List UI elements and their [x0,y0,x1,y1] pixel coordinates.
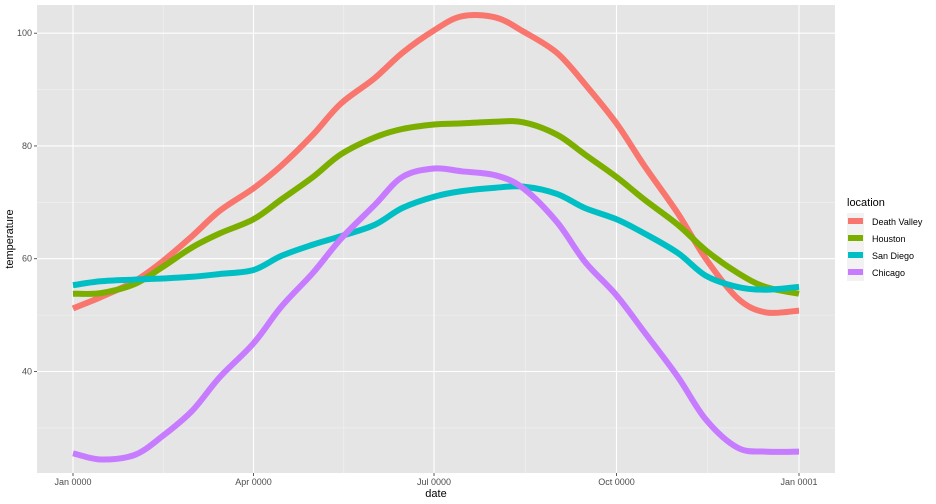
legend-swatch-san-diego [848,252,863,258]
x-tick-label: Apr 0000 [235,477,272,487]
major-gridlines [37,5,835,473]
legend-swatch-chicago [848,269,863,275]
series-line-death-valley [71,12,800,316]
y-tick-label: 80 [22,141,32,151]
legend-swatch-death-valley [848,218,863,224]
y-axis: 40 60 80 100 [17,28,37,377]
x-axis: Jan 0000 Apr 0000 Jul 0000 Oct 0000 Jan 0001 [54,473,818,487]
series-line-houston [72,118,800,297]
legend-label-houston: Houston [872,234,906,244]
y-tick-label: 60 [22,254,32,264]
series-lines [71,12,800,463]
series-line-chicago [72,165,800,463]
x-tick-label: Jul 0000 [417,477,451,487]
legend-label-chicago: Chicago [872,268,905,278]
legend-swatch-houston [848,235,863,241]
y-axis-title: temperature [4,209,16,268]
x-axis-title: date [425,488,446,500]
legend-label-death-valley: Death Valley [872,217,923,227]
plot-panel [37,5,835,473]
y-tick-label: 100 [17,28,32,38]
y-tick-label: 40 [22,367,32,377]
legend-label-san-diego: San Diego [872,251,914,261]
legend-title: location [847,197,885,209]
x-tick-label: Oct 0000 [598,477,635,487]
legend: location Death Valley Houston San Diego Chi… [847,197,923,281]
x-tick-label: Jan 0001 [780,477,817,487]
x-tick-label: Jan 0000 [54,477,91,487]
series-line-san-diego [72,183,800,293]
